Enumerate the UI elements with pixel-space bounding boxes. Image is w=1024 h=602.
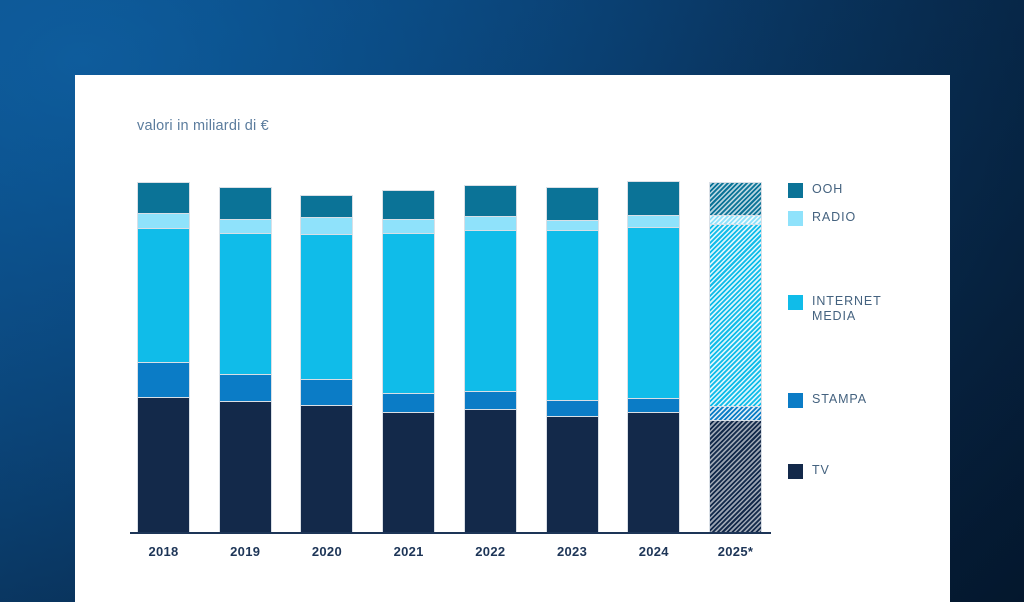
bar-segment-radio-2018 (137, 212, 190, 229)
x-axis-label-2022: 2022 (475, 544, 506, 559)
legend-item-radio[interactable]: RADIO (788, 210, 856, 226)
chart-plot-area (137, 170, 762, 533)
legend-item-internet-media[interactable]: INTERNET MEDIA (788, 294, 882, 324)
bar-segment-tv-2020 (300, 404, 354, 533)
chart-legend: OOH RADIO INTERNET MEDIA STAMPA TV (788, 170, 938, 532)
bar-segment-stampa-2021 (382, 392, 436, 414)
x-axis-label-2023: 2023 (557, 544, 588, 559)
bar-segment-radio-2020 (300, 216, 354, 236)
legend-item-tv[interactable]: TV (788, 463, 830, 479)
legend-label-stampa: STAMPA (812, 392, 867, 406)
bar-segment-internet-media-2020 (300, 234, 354, 380)
bar-segment-tv-2018 (137, 397, 190, 533)
bar-segment-internet-media-2022 (463, 229, 517, 392)
bar-segment-stampa-2022 (463, 390, 517, 410)
legend-swatch-tv (788, 464, 803, 479)
legend-label-tv: TV (812, 463, 830, 477)
bar-segment-radio-2022 (463, 216, 517, 231)
bar-segment-tv-2022 (463, 408, 517, 533)
bar-segment-tv-2019 (218, 401, 272, 533)
bar-2021[interactable] (382, 190, 436, 533)
bar-2019[interactable] (218, 187, 272, 533)
legend-swatch-stampa (788, 393, 803, 408)
legend-label-radio: RADIO (812, 210, 857, 224)
bar-segment-ooh-2024 (627, 181, 681, 216)
bar-segment-ooh-2025-forecast (709, 182, 762, 217)
bar-segment-ooh-2018 (137, 181, 190, 214)
bar-segment-internet-media-2024 (627, 226, 681, 399)
legend-swatch-ooh (788, 183, 803, 198)
bar-segment-stampa-2019 (218, 373, 272, 403)
legend-swatch-radio (788, 211, 803, 226)
bar-segment-internet-media-2019 (218, 233, 272, 375)
bar-segment-stampa-2023 (545, 400, 599, 418)
bar-segment-ooh-2019 (218, 187, 272, 220)
chart-card: valori in miliardi di € OOH RADIO INTERNET… (75, 75, 950, 602)
bar-segment-radio-2021 (382, 218, 436, 235)
bar-segment-stampa-2018 (137, 362, 190, 399)
bar-segment-stampa-2024 (627, 397, 681, 414)
bar-segment-tv-2023 (545, 416, 599, 533)
bar-segment-ooh-2023 (545, 187, 599, 222)
bar-segment-radio-2019 (218, 218, 272, 235)
bar-2023[interactable] (545, 187, 599, 533)
bar-segment-tv-2025-forecast (709, 419, 762, 533)
x-axis-label-2018: 2018 (148, 544, 179, 559)
bar-segment-ooh-2022 (463, 185, 517, 218)
bar-segment-stampa-2020 (300, 378, 354, 406)
legend-label-internet-media: INTERNET MEDIA (812, 294, 882, 323)
bar-segment-ooh-2021 (382, 190, 436, 220)
chart-units-caption: valori in miliardi di € (137, 118, 269, 134)
bar-segment-ooh-2020 (300, 195, 354, 218)
legend-label-ooh: OOH (812, 182, 844, 196)
bar-2022[interactable] (463, 185, 517, 533)
bar-2018[interactable] (137, 181, 190, 533)
legend-swatch-internet-media (788, 295, 803, 310)
bar-segment-internet-media-2021 (382, 233, 436, 394)
bar-segment-tv-2024 (627, 412, 681, 533)
bar-segment-stampa-2025-forecast (709, 405, 762, 421)
bar-segment-tv-2021 (382, 412, 436, 533)
bar-2020[interactable] (300, 195, 354, 533)
bar-segment-internet-media-2018 (137, 227, 190, 364)
bar-2024[interactable] (627, 181, 681, 533)
legend-item-stampa[interactable]: STAMPA (788, 392, 867, 408)
bar-segment-internet-media-2025-forecast (709, 223, 762, 407)
x-axis-label-2024: 2024 (638, 544, 669, 559)
x-axis-label-2021: 2021 (393, 544, 424, 559)
bar-2025-forecast[interactable] (709, 182, 762, 533)
x-axis-line (130, 532, 771, 534)
x-axis-label-2020: 2020 (311, 544, 342, 559)
bar-segment-internet-media-2023 (545, 229, 599, 402)
x-axis-label-2019: 2019 (230, 544, 261, 559)
x-axis-label-2025-forecast: 2025* (717, 544, 754, 559)
legend-item-ooh[interactable]: OOH (788, 182, 843, 198)
